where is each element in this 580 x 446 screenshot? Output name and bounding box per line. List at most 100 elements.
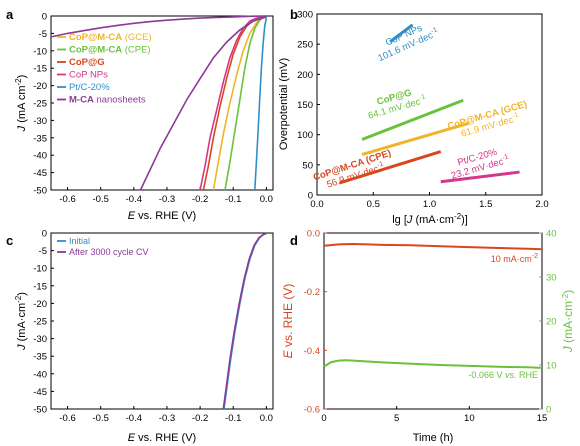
panel-c-series-line	[222, 232, 267, 410]
panel-b-x-tick-label: 0.0	[310, 199, 323, 210]
panel-b-tafel-line	[339, 150, 442, 185]
panel-d-annotation-current: 10 mA·cm-2	[491, 253, 538, 264]
panel-c-x-tick-label: -0.1	[225, 413, 241, 424]
panel-b-tafel-line	[361, 98, 464, 141]
panel-d-y-axis-label-left: E vs. RHE (V)	[281, 284, 295, 359]
panel-a-legend-entry: CoP@M-CA (CPE)	[69, 45, 151, 56]
panel-d-y-ticks-left: 0.0 -0.2 -0.4 -0.6	[304, 229, 327, 416]
panel-d-series-line	[323, 359, 543, 369]
panel-c-y-axis-label: J (mA·cm-2)	[14, 292, 28, 351]
panel-b-y-ticks: 0 50 100 150 200 250 300	[297, 10, 320, 202]
panel-d-y-tick-label-right: 0	[546, 405, 551, 416]
panel-c-y-tick-label: -30	[33, 334, 47, 345]
panel-c-legend-entry: Initial	[69, 236, 90, 246]
panel-a-y-tick-label: 0	[42, 12, 47, 23]
panel-b-annotation: Pt/C-20%23.2 mV·dec-1	[450, 147, 510, 182]
panel-d-y-tick-label-right: 10	[546, 361, 557, 372]
panel-c-series-line	[223, 232, 267, 410]
panel-d-series-line	[323, 242, 543, 251]
panel-c-y-tick-label: -35	[33, 352, 47, 363]
panel-c-y-tick-label: -15	[33, 281, 47, 292]
panel-d-y-tick-label-right: 20	[546, 317, 557, 328]
panel-a-y-axis-label: J (mA cm-2)	[14, 75, 28, 133]
panel-a-y-tick-label: -35	[33, 133, 47, 144]
panel-d-plot-area	[323, 242, 543, 369]
panel-a-legend-entry: CoP NPs	[69, 70, 108, 81]
panel-c-x-tick-label: -0.5	[93, 413, 109, 424]
panel-a-legend: CoP@M-CA (GCE) CoP@M-CA (CPE)CoP@G CoP NPs…	[57, 32, 152, 106]
panel-d-y-tick-label-left: -0.6	[304, 405, 320, 416]
panel-a-y-tick-label: -30	[33, 116, 47, 127]
panel-a-y-tick-label: -15	[33, 64, 47, 75]
panel-c-y-ticks: 0 -5 -10 -15 -20 -25 -30 -35 -40 -45 -50	[33, 229, 54, 416]
panel-b-y-tick-label: 100	[297, 130, 313, 141]
panel-a-x-tick-label: -0.4	[126, 194, 142, 205]
panel-a-x-tick-label: -0.6	[59, 194, 75, 205]
panel-b-x-ticks: 0.0 0.5 1.0 1.5 2.0	[310, 192, 549, 210]
panel-a-legend-entry: Pt/C-20%	[69, 82, 110, 93]
panel-c-legend-entry: After 3000 cycle CV	[69, 247, 149, 257]
panel-b-y-tick-label: 0	[308, 191, 313, 202]
panel-d-x-tick-label: 15	[537, 413, 548, 424]
panel-b-y-tick-label: 50	[302, 160, 313, 171]
panel-c-label: c	[6, 233, 13, 248]
panel-b-x-tick-label: 2.0	[535, 199, 548, 210]
panel-c-y-tick-label: -50	[33, 405, 47, 416]
panel-d-annotation-potential: -0.066 V vs. RHE	[468, 370, 538, 380]
panel-b-y-axis-label: Overpotential (mV)	[278, 58, 290, 150]
panel-d-y-tick-label-left: 0.0	[307, 229, 320, 240]
panel-a-legend-entry: CoP@M-CA (GCE)	[69, 32, 152, 43]
panel-c-x-ticks: -0.6 -0.5 -0.4 -0.3 -0.2 -0.1 0.0	[59, 406, 273, 424]
panel-a-y-tick-label: -45	[33, 168, 47, 179]
panel-b-y-tick-label: 250	[297, 40, 313, 51]
panel-b: b 0.0 0.5 1.0 1.5 2.0 0 50 100 150 200 250 300 lg …	[278, 7, 549, 226]
panel-d-x-tick-label: 5	[394, 413, 399, 424]
panel-d-y-tick-label-left: -0.2	[304, 287, 320, 298]
panel-c-x-tick-label: -0.2	[192, 413, 208, 424]
panel-a: a -0.6 -0.5 -0.4 -0.3 -0.2 -0.1 0.0 0 -5 -10 -15 -…	[6, 7, 274, 222]
panel-a-x-tick-label: 0.0	[260, 194, 273, 205]
panel-c-y-tick-label: 0	[42, 229, 47, 240]
panel-d-label: d	[290, 233, 298, 248]
panel-a-series-line	[50, 15, 267, 38]
panel-b-x-tick-label: 1.5	[479, 199, 492, 210]
panel-a-y-tick-label: -50	[33, 186, 47, 197]
panel-c-y-tick-label: -10	[33, 264, 47, 275]
panel-c-plot-area	[222, 232, 267, 410]
panel-c-y-tick-label: -5	[39, 246, 47, 257]
panel-a-x-tick-label: -0.5	[93, 194, 109, 205]
panel-a-legend-entry: CoP@G	[69, 57, 105, 68]
panel-b-tafel-line	[361, 121, 470, 157]
panel-a-label: a	[6, 7, 14, 22]
panel-a-x-tick-label: -0.3	[159, 194, 175, 205]
panel-a-y-tick-label: -10	[33, 46, 47, 57]
panel-c-x-tick-label: 0.0	[260, 413, 273, 424]
panel-b-label: b	[290, 7, 298, 22]
panel-a-series-line	[199, 15, 267, 191]
panel-c-y-tick-label: -20	[33, 299, 47, 310]
panel-a-y-ticks: 0 -5 -10 -15 -20 -25 -30 -35 -40 -45 -50	[33, 12, 54, 197]
panel-a-legend-entry: M-CA nanosheets	[69, 95, 146, 106]
panel-b-x-tick-label: 1.0	[423, 199, 436, 210]
panel-d: d 0 5 10 15 0.0 -0.2 -0.4 -0.6 0 10 20 30 40 Time …	[281, 229, 575, 445]
panel-d-y-tick-label-left: -0.4	[304, 346, 320, 357]
panel-c-y-tick-label: -45	[33, 387, 47, 398]
panel-b-y-tick-label: 300	[297, 10, 313, 21]
panel-c-x-tick-label: -0.6	[59, 413, 75, 424]
panel-b-x-axis-label: lg [J (mA·cm-2)]	[392, 212, 468, 226]
panel-b-y-tick-label: 150	[297, 100, 313, 111]
panel-a-y-tick-label: -40	[33, 151, 47, 162]
panel-c-x-tick-label: -0.3	[159, 413, 175, 424]
panel-b-y-tick-label: 200	[297, 70, 313, 81]
panel-a-y-tick-label: -20	[33, 81, 47, 92]
panel-d-x-tick-label: 0	[321, 413, 326, 424]
panel-d-y-axis-label-right: J (mA·cm-2)	[561, 290, 575, 353]
panel-b-tafel-line	[389, 23, 414, 43]
panel-a-y-tick-label: -25	[33, 99, 47, 110]
panel-d-x-axis-label: Time (h)	[413, 432, 454, 444]
panel-a-plot-area	[50, 15, 268, 191]
panel-d-y-tick-label-right: 40	[546, 229, 557, 240]
panel-a-x-tick-label: -0.1	[225, 194, 241, 205]
